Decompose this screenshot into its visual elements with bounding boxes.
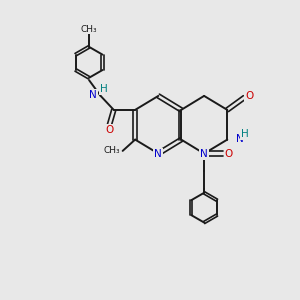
Text: H: H	[100, 84, 108, 94]
Text: N: N	[236, 134, 244, 144]
Text: H: H	[241, 129, 248, 139]
Text: CH₃: CH₃	[81, 25, 98, 34]
Text: O: O	[225, 148, 233, 159]
Text: O: O	[245, 91, 254, 101]
Text: N: N	[89, 90, 97, 100]
Text: CH₃: CH₃	[104, 146, 120, 155]
Text: N: N	[154, 148, 162, 159]
Text: O: O	[105, 125, 113, 135]
Text: N: N	[200, 148, 208, 159]
